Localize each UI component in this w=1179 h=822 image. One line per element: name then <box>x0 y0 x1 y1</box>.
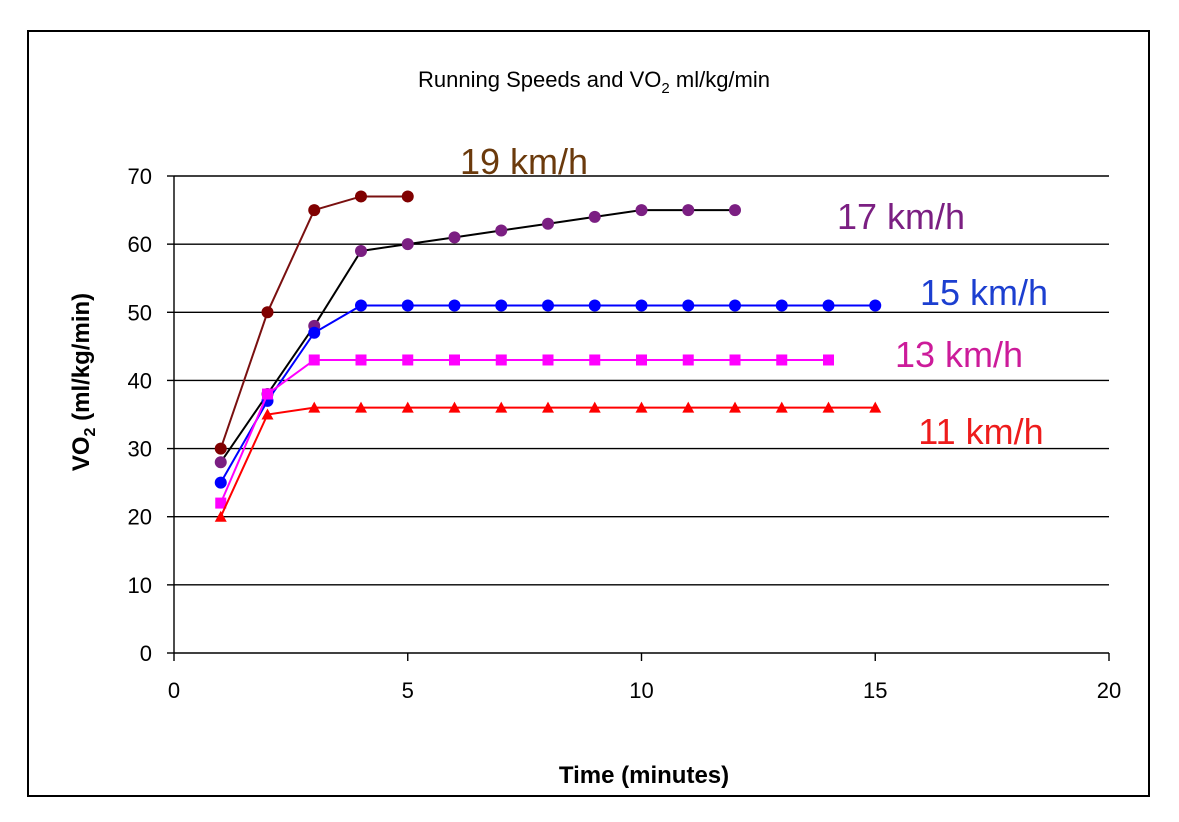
data-point <box>449 354 460 366</box>
data-point <box>355 354 367 366</box>
data-point <box>401 299 414 312</box>
x-axis-label: Time (minutes) <box>559 762 729 789</box>
data-point <box>542 401 554 413</box>
x-tick-label: 5 <box>402 678 414 703</box>
data-point <box>869 299 882 312</box>
gridlines <box>174 175 1109 586</box>
series-label: 11 km/h <box>918 411 1043 452</box>
series-15-km-h <box>214 299 882 489</box>
x-tick-label: 0 <box>168 678 180 703</box>
series-group <box>214 190 882 522</box>
chart-title-subscript: 2 <box>661 80 669 97</box>
data-point <box>448 231 461 244</box>
data-point <box>355 190 367 203</box>
data-point <box>448 299 461 312</box>
chart-frame: Running Speeds and VO2 ml/kg/min 0 10 20 30… <box>27 30 1150 797</box>
data-point <box>869 401 882 413</box>
data-point <box>261 408 274 420</box>
series-label: 15 km/h <box>920 272 1048 313</box>
data-point <box>542 217 554 230</box>
y-axis-label-subscript: 2 <box>82 427 99 436</box>
data-point <box>401 401 414 413</box>
data-point <box>401 190 414 203</box>
data-point <box>588 299 601 312</box>
data-point <box>262 388 273 400</box>
data-point <box>308 326 321 339</box>
data-point <box>589 354 601 366</box>
data-point <box>308 354 320 366</box>
data-point <box>775 299 788 312</box>
data-point <box>355 401 367 413</box>
data-point <box>214 476 227 489</box>
data-point <box>542 354 554 366</box>
data-point <box>635 204 648 217</box>
data-point <box>355 299 367 312</box>
series-line <box>219 406 876 518</box>
data-point <box>682 354 694 366</box>
data-point <box>682 299 695 312</box>
data-point <box>775 401 788 413</box>
y-tick-label: 20 <box>128 505 152 530</box>
data-point <box>635 299 648 312</box>
y-tick-label: 50 <box>128 300 152 325</box>
y-axis-label: VO2 (ml/kg/min) <box>68 293 99 471</box>
tick-labels: 0 10 20 30 40 50 60 70 0 5 10 15 20 <box>128 164 1122 703</box>
chart-title-suffix: ml/kg/min <box>670 67 770 92</box>
data-point <box>261 306 274 319</box>
data-point <box>355 244 367 257</box>
data-point <box>214 456 227 469</box>
data-point <box>215 497 227 509</box>
y-tick-label: 70 <box>128 164 152 189</box>
data-point <box>542 299 554 312</box>
data-point <box>729 299 741 312</box>
series-label: 13 km/h <box>895 334 1023 375</box>
y-tick-label: 40 <box>128 368 152 393</box>
data-point <box>635 401 648 413</box>
data-point <box>729 401 741 413</box>
chart-title: Running Speeds and VO2 ml/kg/min <box>418 67 770 97</box>
data-point <box>776 354 788 366</box>
data-point <box>308 204 321 217</box>
data-point <box>823 354 834 366</box>
data-point <box>636 354 647 366</box>
data-point <box>448 401 461 413</box>
y-tick-label: 0 <box>140 641 152 666</box>
y-tick-label: 10 <box>128 573 152 598</box>
data-point <box>495 299 508 312</box>
data-point <box>588 401 601 413</box>
series-13-km-h <box>215 354 834 509</box>
axes <box>167 175 1110 661</box>
data-point <box>495 354 507 366</box>
line-chart: Running Speeds and VO2 ml/kg/min 0102030… <box>68 67 1122 789</box>
data-point <box>402 354 414 366</box>
series-label: 17 km/h <box>837 196 965 237</box>
data-point <box>729 354 741 366</box>
data-point <box>495 401 508 413</box>
series-19-km-h <box>214 190 414 455</box>
data-point <box>214 510 227 522</box>
data-point <box>214 442 227 455</box>
y-tick-label: 30 <box>128 437 152 462</box>
data-point <box>822 299 835 312</box>
data-point <box>308 401 321 413</box>
x-tick-label: 15 <box>863 678 887 703</box>
series-line <box>219 209 735 463</box>
y-tick-label: 60 <box>128 232 152 257</box>
series-line <box>219 358 829 504</box>
data-point <box>401 238 414 251</box>
data-point <box>495 224 508 237</box>
series-11-km-h <box>214 401 882 522</box>
data-point <box>729 204 741 217</box>
data-point <box>822 401 835 413</box>
data-point <box>682 204 695 217</box>
series-label: 19 km/h <box>460 141 588 182</box>
x-tick-label: 10 <box>629 678 653 703</box>
data-point <box>682 401 695 413</box>
y-axis-label-suffix: (ml/kg/min) <box>68 293 95 428</box>
series-labels: 19 km/h 17 km/h 15 km/h 13 km/h 11 km/h <box>460 141 1048 452</box>
x-tick-label: 20 <box>1097 678 1121 703</box>
data-point <box>588 210 601 223</box>
